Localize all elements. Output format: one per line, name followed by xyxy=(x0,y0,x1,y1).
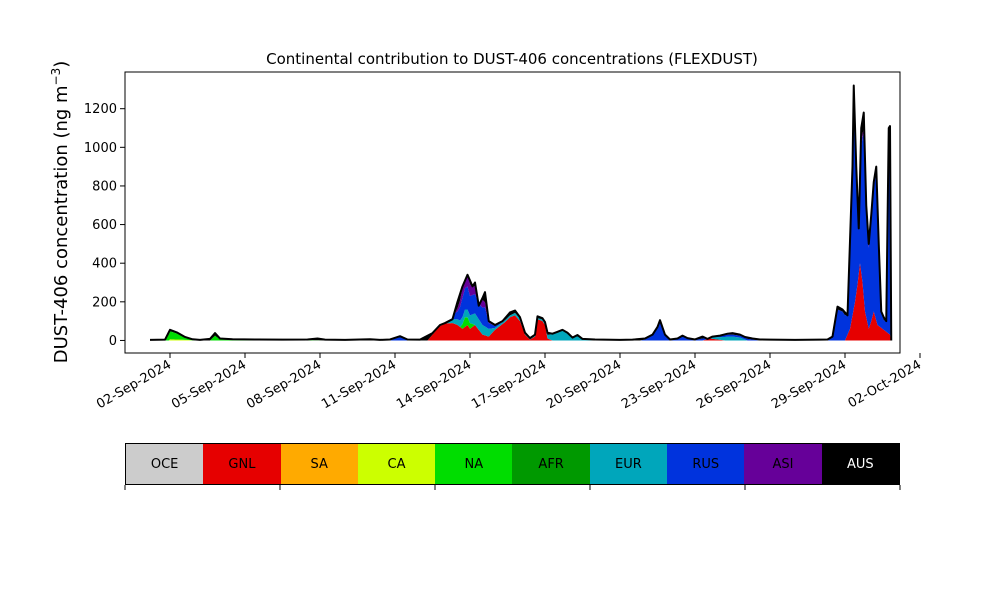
y-tick-label: 1200 xyxy=(84,102,117,117)
legend-entry-gnl: GNL xyxy=(203,444,281,484)
x-tick-label: 02-Oct-2024 xyxy=(846,357,924,411)
x-tick-label: 29-Sep-2024 xyxy=(769,357,849,412)
x-tick-label: 26-Sep-2024 xyxy=(694,357,774,412)
x-tick-label: 11-Sep-2024 xyxy=(319,357,399,412)
area-aus xyxy=(150,85,892,341)
area-asi xyxy=(150,85,892,341)
legend-entry-ca: CA xyxy=(357,444,436,484)
legend-entry-afr: AFR xyxy=(512,444,590,484)
y-axis-label-close: ) xyxy=(51,61,72,68)
y-axis: 0 200 400 600 800 1000 1200 xyxy=(84,102,125,349)
stacked-area-layer xyxy=(150,85,892,341)
plot-frame xyxy=(124,71,901,354)
legend-entry-aus: AUS xyxy=(821,444,899,484)
x-tick-label: 08-Sep-2024 xyxy=(244,357,324,412)
legend-entry-eur: EUR xyxy=(589,444,668,484)
y-tick-label: 400 xyxy=(92,257,117,272)
legend-axis xyxy=(124,485,901,490)
area-rus xyxy=(150,85,892,341)
y-tick-label: 200 xyxy=(92,295,117,310)
legend-entry-rus: RUS xyxy=(667,444,745,484)
region-legend: OCE GNL SA CA NA AFR EUR RUS ASI AUS xyxy=(125,443,900,485)
x-tick-label: 14-Sep-2024 xyxy=(394,357,474,412)
legend-entry-sa: SA xyxy=(280,444,358,484)
total-concentration-line xyxy=(149,84,893,341)
y-tick-label: 1000 xyxy=(84,141,117,156)
y-axis-label: DUST-406 concentration (ng m−3) xyxy=(49,61,72,364)
legend-entry-asi: ASI xyxy=(744,444,822,484)
legend-entry-oce: OCE xyxy=(126,444,204,484)
x-tick-label: 05-Sep-2024 xyxy=(169,357,249,412)
x-tick-label: 23-Sep-2024 xyxy=(619,357,699,412)
chart-title: Continental contribution to DUST-406 con… xyxy=(266,50,758,68)
y-axis-label-exponent: −3 xyxy=(49,68,63,86)
x-tick-label: 02-Sep-2024 xyxy=(94,357,174,412)
total-line-layer xyxy=(149,84,893,341)
x-tick-label: 17-Sep-2024 xyxy=(469,357,549,412)
legend-entry-na: NA xyxy=(435,444,513,484)
y-tick-label: 600 xyxy=(92,218,117,233)
y-tick-label: 0 xyxy=(109,334,117,349)
y-tick-label: 800 xyxy=(92,179,117,194)
x-axis: 02-Sep-202405-Sep-202408-Sep-202411-Sep-… xyxy=(94,353,924,412)
x-tick-label: 20-Sep-2024 xyxy=(544,357,624,412)
area-gnl xyxy=(150,263,892,341)
